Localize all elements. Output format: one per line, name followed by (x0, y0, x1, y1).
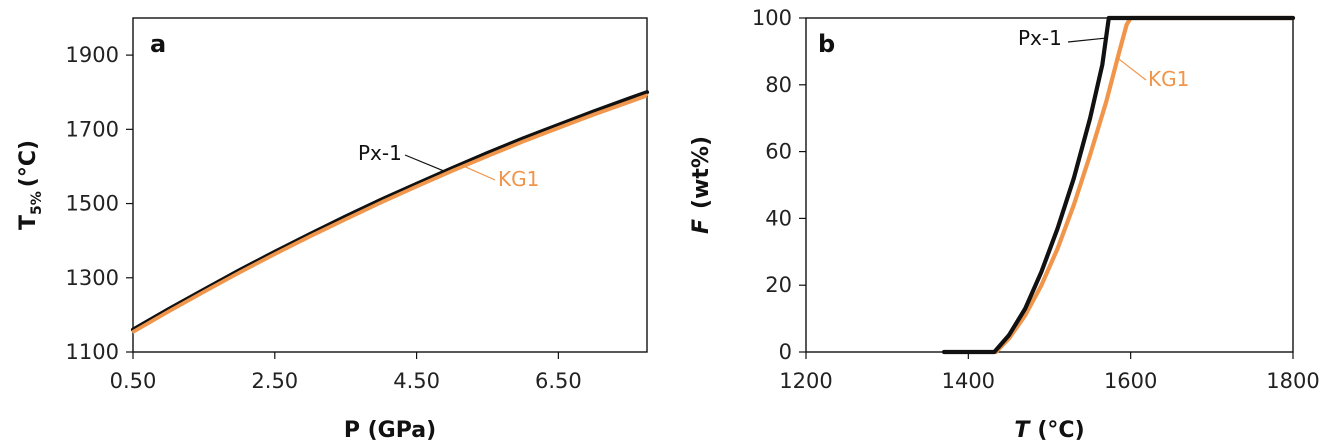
annotation-leader-line (1117, 57, 1147, 81)
annotation-kg1: KG1 (498, 167, 539, 191)
y-tick-label: 60 (765, 140, 792, 164)
x-tick-label: 1600 (1104, 369, 1157, 393)
series-line-px-1 (130, 90, 650, 332)
y-tick-label: 40 (765, 206, 792, 230)
x-tick-label: 0.50 (110, 369, 157, 393)
y-tick-label: 0 (779, 340, 792, 364)
panel-b-x-axis-label-unit: (°C) (1037, 418, 1084, 443)
panel-a-x-ticks: 0.50 2.50 4.50 6.50 (110, 352, 582, 393)
panel-a-x-axis-label: P (GPa) (344, 418, 436, 443)
panel-a-y-axis-label-main: T (16, 215, 41, 230)
series-line-kg1 (993, 15, 1296, 355)
panel-a: a 0.50 2.50 4.50 6.50 11001300150017001900 … (16, 17, 650, 443)
y-tick-label: 100 (752, 6, 792, 30)
panel-a-series (130, 90, 650, 334)
series-line-kg1-edge (132, 96, 648, 334)
panel-b-annotations: Px-1 KG1 (1018, 26, 1189, 91)
panel-b-x-ticks: 1200 1400 1600 1800 (779, 352, 1320, 393)
panel-a-plot-frame (132, 17, 648, 353)
x-tick-label: 1200 (779, 369, 832, 393)
panel-a-y-axis-label-subscript: 5% (29, 191, 45, 215)
annotation-leader-line (1067, 37, 1107, 43)
x-tick-label: 1400 (942, 369, 995, 393)
y-tick-label: 80 (765, 73, 792, 97)
panel-b-plot-frame (805, 17, 1294, 353)
annotation-leader-line (404, 154, 446, 172)
panel-b-x-axis-label: T (°C) (1014, 418, 1084, 443)
panel-b-y-ticks: 0 20 40 60 80 100 (752, 6, 806, 364)
panel-a-annotations: Px-1 KG1 (358, 141, 539, 191)
x-tick-label: 6.50 (535, 369, 582, 393)
series-line-kg1 (131, 93, 649, 333)
panel-b-y-axis-label-main: F (689, 219, 714, 234)
panel-a-y-ticks: 1100 1300 1500 1700 1900 (66, 43, 133, 364)
y-tick-label: 1300 (66, 266, 119, 290)
annotation-px-1: Px-1 (358, 141, 402, 165)
annotation-px-1: Px-1 (1018, 26, 1062, 50)
panel-b-x-axis-label-main: T (1014, 418, 1031, 443)
y-tick-label: 1700 (66, 117, 119, 141)
x-tick-label: 1800 (1266, 369, 1319, 393)
y-tick-label: 1500 (66, 192, 119, 216)
x-tick-label: 2.50 (251, 369, 298, 393)
y-tick-label: 1900 (66, 43, 119, 67)
panel-a-y-axis-label-unit: (°C) (16, 140, 41, 187)
y-tick-label: 1100 (66, 340, 119, 364)
panel-b-y-axis-label-unit: (wt%) (689, 136, 714, 209)
panel-b-y-axis-label: F (wt%) (689, 136, 714, 234)
x-tick-label: 4.50 (393, 369, 440, 393)
panel-a-y-axis-label: T5% (°C) (16, 140, 45, 230)
series-line-px-1 (941, 15, 1296, 355)
panel-b-series (941, 15, 1296, 355)
y-tick-label: 20 (765, 273, 792, 297)
annotation-kg1: KG1 (1148, 67, 1189, 91)
annotation-leader-line (462, 165, 496, 181)
panel-a-label: a (150, 30, 166, 58)
panel-b-label: b (818, 30, 835, 58)
